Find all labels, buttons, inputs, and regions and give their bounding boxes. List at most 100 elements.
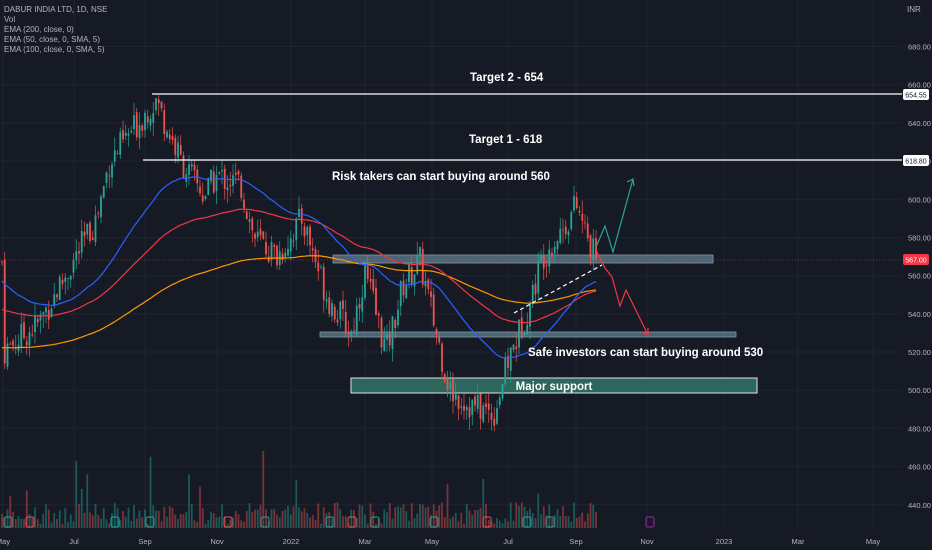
candle-body (133, 115, 135, 130)
volume-bar (575, 517, 578, 528)
volume-bar (146, 523, 149, 528)
x-tick-label: 2022 (283, 537, 300, 546)
volume-bar (34, 507, 36, 528)
earnings-marker[interactable] (145, 516, 155, 528)
earnings-marker[interactable] (522, 516, 532, 528)
volume-bar (298, 507, 300, 528)
candle-body (493, 418, 496, 426)
volume-bar (149, 456, 152, 528)
volume-bar (168, 506, 171, 528)
volume-bar (179, 514, 182, 528)
indicator-ema-200[interactable]: EMA (200, close, 0) (4, 25, 74, 34)
earnings-marker[interactable] (325, 516, 335, 528)
volume-bar (138, 510, 141, 528)
candle-body (540, 254, 542, 262)
earnings-marker[interactable] (3, 516, 13, 528)
candle-body (474, 396, 476, 406)
volume-bar (342, 516, 344, 528)
candle-body (20, 324, 23, 347)
volume-bar (507, 521, 509, 528)
volume-bar (42, 513, 45, 528)
volume-bar (166, 516, 168, 528)
earnings-marker[interactable] (482, 516, 492, 528)
x-axis[interactable]: May Jul Sep Nov 2022 Mar May Jul Sep Nov 2023 Mar Ma… (0, 537, 880, 546)
candle-body (149, 118, 152, 126)
volume-bar (482, 478, 485, 528)
volume-bar (116, 508, 119, 528)
candle-body (397, 309, 399, 326)
volume-bar (212, 513, 215, 528)
volume-bar (344, 516, 347, 528)
volume-bar (152, 505, 155, 528)
candle-body (240, 175, 243, 198)
volume-bar (50, 522, 53, 528)
earnings-marker[interactable] (223, 516, 233, 528)
volume-bar (328, 512, 331, 528)
candle-body (163, 110, 166, 134)
volume-bar (441, 502, 443, 528)
candle-body (578, 210, 581, 213)
volume-bar (361, 505, 364, 528)
volume-bar (317, 503, 320, 528)
volume-bar (278, 517, 281, 528)
earnings-marker[interactable] (429, 516, 439, 528)
volume-bars (1, 450, 597, 528)
candle-body (518, 319, 520, 348)
candle-body (463, 405, 465, 411)
indicator-ema-50[interactable]: EMA (50, close, 0, SMA, 5) (4, 35, 101, 44)
candle-body (353, 330, 355, 332)
candle-body (50, 308, 53, 318)
volume-bar (446, 484, 449, 528)
candle-body (141, 125, 144, 131)
indicator-vol[interactable]: Vol (4, 15, 16, 24)
earnings-marker[interactable] (110, 516, 120, 528)
volume-bar (174, 514, 177, 528)
candle-body (350, 331, 353, 336)
candle-body (265, 242, 267, 255)
candle-body (89, 222, 91, 242)
volume-bar (501, 523, 504, 528)
volume-bar (45, 504, 47, 528)
candle-body (69, 275, 72, 280)
candle-body (102, 186, 105, 198)
candle-body (3, 259, 6, 364)
candle-body (465, 407, 468, 411)
volume-bar (322, 507, 325, 528)
earnings-marker[interactable] (370, 516, 380, 528)
volume-bar (592, 504, 595, 528)
candle-body (259, 228, 262, 236)
candle-body (270, 242, 273, 260)
indicator-ema-100[interactable]: EMA (100, close, 0, SMA, 5) (4, 45, 105, 54)
candle-body (364, 263, 366, 298)
volume-bar (353, 510, 355, 528)
volume-bar (251, 512, 254, 528)
volume-bar (243, 521, 245, 528)
volume-bar (284, 509, 287, 528)
candle-body (421, 248, 424, 285)
symbol-title[interactable]: DABUR INDIA LTD, 1D, NSE (4, 5, 108, 14)
volume-bar (430, 515, 432, 528)
volume-bar (531, 513, 534, 528)
candle-body (127, 133, 130, 136)
volume-bar (564, 516, 567, 528)
volume-bar (171, 507, 174, 528)
candle-body (487, 403, 490, 410)
candle-body (113, 150, 116, 162)
ema-lines (1, 176, 597, 359)
upcoming-earnings-marker[interactable] (645, 516, 655, 528)
earnings-marker[interactable] (347, 516, 357, 528)
earnings-marker[interactable] (545, 516, 555, 528)
volume-bar (9, 496, 12, 528)
volume-bar (86, 474, 89, 528)
y-tick-label: 540.00 (908, 310, 931, 319)
volume-bar (14, 518, 17, 528)
volume-bar (182, 514, 185, 528)
candle-body (430, 291, 432, 298)
earnings-marker[interactable] (260, 516, 270, 528)
earnings-marker[interactable] (25, 516, 35, 528)
candle-body (529, 302, 531, 327)
volume-bar (355, 518, 358, 528)
candle-body (23, 322, 25, 339)
candle-body (152, 113, 155, 123)
